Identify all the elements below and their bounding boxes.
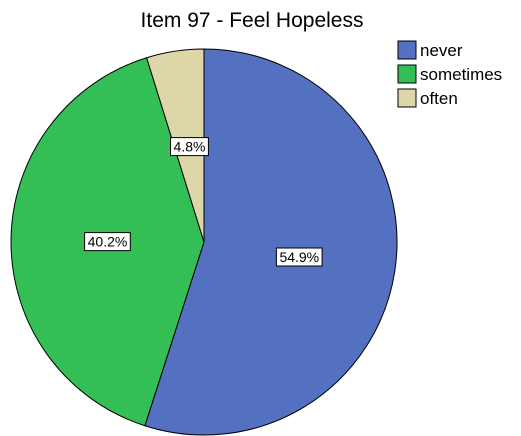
pie-data-labels: 54.9% 40.2% 4.8%: [84, 137, 323, 267]
data-label-box: [84, 232, 131, 252]
data-label-box: [170, 137, 209, 157]
data-label-often: 4.8%: [170, 137, 209, 157]
legend-label: often: [420, 89, 458, 108]
data-label-sometimes: 40.2%: [84, 232, 131, 252]
legend-item-sometimes: sometimes: [397, 64, 502, 84]
legend-swatch: [397, 64, 417, 84]
data-label-box: [275, 247, 323, 267]
data-label-text: 4.8%: [174, 139, 206, 155]
legend-swatch: [397, 88, 417, 108]
data-label-never: 54.9%: [275, 247, 323, 267]
data-label-text: 40.2%: [88, 234, 128, 250]
pie-slices: [10, 48, 398, 436]
chart-title: Item 97 - Feel Hopeless: [141, 9, 364, 32]
legend-swatch: [397, 40, 417, 60]
legend-item-often: often: [397, 88, 458, 108]
legend: never sometimes often: [397, 40, 502, 108]
legend-label: never: [420, 41, 463, 60]
data-label-text: 54.9%: [279, 249, 319, 265]
legend-label: sometimes: [420, 65, 502, 84]
legend-item-never: never: [397, 40, 463, 60]
